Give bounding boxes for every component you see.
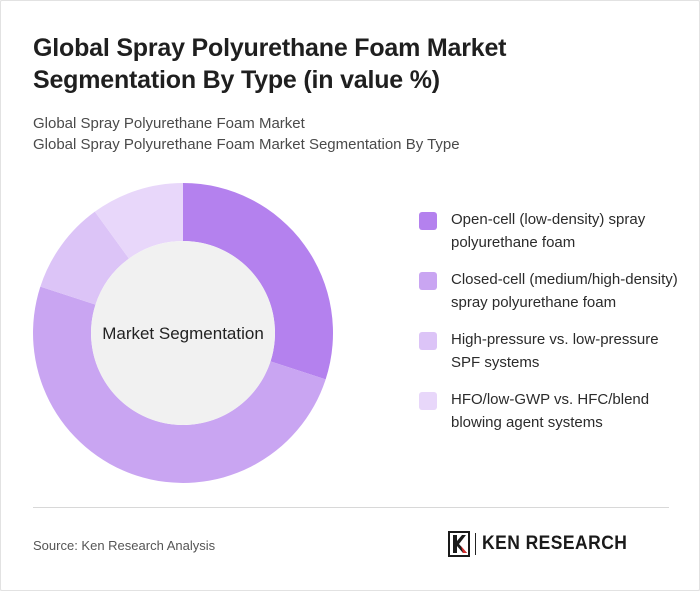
donut-slice-3 xyxy=(40,211,129,305)
legend-label: High-pressure vs. low-pressure SPF syste… xyxy=(451,331,659,371)
chart-legend: Open-cell (low-density) spray polyuretha… xyxy=(419,209,681,449)
legend-item: High-pressure vs. low-pressure SPF syste… xyxy=(419,329,681,374)
logo-mark-icon xyxy=(448,531,470,557)
donut-center-label: Market Segmentation xyxy=(102,324,264,343)
donut-slice-1 xyxy=(183,183,333,380)
ken-research-logo: KEN RESEARCH xyxy=(448,531,640,557)
legend-item: Closed-cell (medium/high-density) spray … xyxy=(419,269,681,314)
subtitle-line: Global Spray Polyurethane Foam Market xyxy=(33,115,305,132)
source-note: Source: Ken Research Analysis xyxy=(33,538,216,553)
legend-label: Closed-cell (medium/high-density) spray … xyxy=(451,271,678,311)
legend-item: Open-cell (low-density) spray polyuretha… xyxy=(419,209,681,254)
chart-subtitle: Global Spray Polyurethane Foam Market Gl… xyxy=(33,113,673,155)
legend-swatch xyxy=(419,332,437,350)
legend-label: Open-cell (low-density) spray polyuretha… xyxy=(451,211,646,251)
legend-item: HFO/low-GWP vs. HFC/blend blowing agent … xyxy=(419,389,681,434)
footer-divider xyxy=(33,507,669,508)
donut-slice-4 xyxy=(94,183,183,259)
logo-separator xyxy=(475,533,476,555)
logo-text: KEN RESEARCH xyxy=(482,533,628,554)
legend-swatch xyxy=(419,212,437,230)
donut-chart: Market Segmentation xyxy=(33,183,333,483)
donut-slice-2 xyxy=(33,286,326,483)
subtitle-line: Global Spray Polyurethane Foam Market Se… xyxy=(33,136,460,153)
legend-label: HFO/low-GWP vs. HFC/blend blowing agent … xyxy=(451,391,650,431)
donut-center xyxy=(91,241,275,425)
legend-swatch xyxy=(419,272,437,290)
legend-swatch xyxy=(419,392,437,410)
chart-title: Global Spray Polyurethane Foam Market Se… xyxy=(33,34,507,94)
